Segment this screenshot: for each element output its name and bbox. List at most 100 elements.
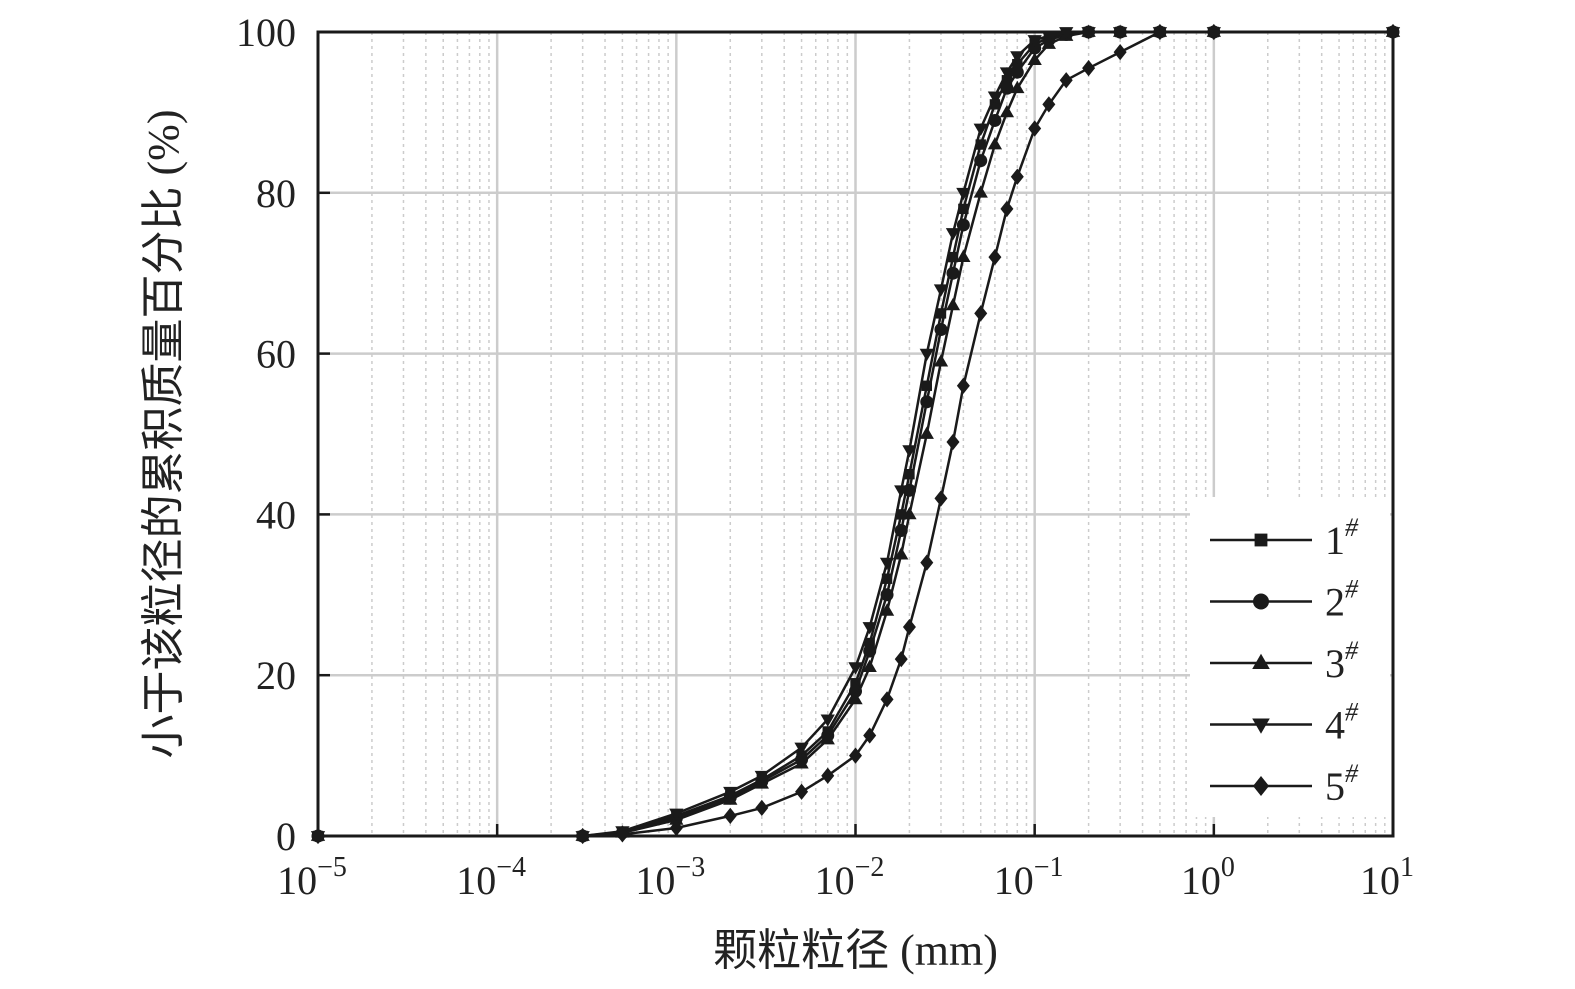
triangle-down-marker bbox=[1010, 51, 1025, 64]
triangle-up-marker bbox=[973, 185, 988, 198]
legend-item: 2# bbox=[1210, 575, 1359, 625]
x-axis-title: 颗粒粒径 (mm) bbox=[713, 926, 998, 975]
square-marker bbox=[850, 678, 861, 689]
legend: 1# 2# 3# 4# 5# bbox=[1190, 497, 1390, 817]
x-tick-label: 10−5 bbox=[277, 852, 347, 903]
axis-ticks: 0 20 40 60 80 100 10−5 10−4 10−3 10−2 10−1 100 101 bbox=[236, 10, 1414, 903]
triangle-up-marker bbox=[999, 104, 1015, 118]
triangle-up-marker bbox=[902, 506, 917, 520]
circle-marker bbox=[1253, 593, 1269, 610]
diamond-marker bbox=[723, 807, 737, 825]
square-marker bbox=[1254, 533, 1268, 547]
diamond-marker bbox=[849, 747, 862, 764]
x-tick-label: 100 bbox=[1181, 852, 1235, 903]
triangle-down-marker bbox=[973, 123, 988, 136]
diamond-marker bbox=[1042, 96, 1056, 113]
triangle-up-marker bbox=[987, 137, 1003, 150]
legend-label: 5# bbox=[1325, 759, 1359, 809]
legend-item: 3# bbox=[1210, 636, 1359, 686]
circle-marker bbox=[1000, 81, 1014, 95]
legend-item: 1# bbox=[1210, 513, 1359, 563]
diamond-marker bbox=[1000, 200, 1014, 218]
circle-marker bbox=[988, 113, 1002, 127]
triangle-up-marker bbox=[1027, 52, 1042, 66]
diamond-marker bbox=[894, 650, 908, 668]
diamond-marker bbox=[974, 305, 988, 322]
triangle-down-marker bbox=[1027, 35, 1042, 48]
diamond-marker bbox=[880, 691, 894, 708]
triangle-down-marker bbox=[902, 445, 917, 458]
triangle-up-marker bbox=[820, 732, 835, 745]
diamond-marker bbox=[1082, 60, 1096, 77]
square-marker bbox=[989, 99, 1001, 110]
diamond-marker bbox=[946, 433, 960, 451]
triangle-down-marker bbox=[987, 91, 1003, 104]
triangle-up-marker bbox=[1010, 80, 1025, 94]
circle-marker bbox=[974, 154, 988, 168]
triangle-down-marker bbox=[820, 714, 835, 727]
legend-background bbox=[1190, 497, 1390, 817]
circle-marker bbox=[956, 218, 970, 232]
diamond-marker bbox=[821, 767, 835, 784]
triangle-up-marker bbox=[956, 249, 971, 262]
circle-marker bbox=[1028, 41, 1042, 55]
square-marker bbox=[904, 469, 915, 480]
circle-marker bbox=[946, 266, 960, 280]
legend-item: 5# bbox=[1210, 759, 1359, 809]
triangle-down-marker bbox=[956, 187, 971, 201]
triangle-down-marker bbox=[848, 662, 863, 675]
square-marker bbox=[896, 509, 907, 520]
diamond-marker bbox=[1113, 43, 1127, 61]
triangle-up-marker bbox=[862, 659, 877, 673]
square-marker bbox=[864, 637, 875, 649]
square-marker bbox=[881, 573, 893, 584]
triangle-down-marker bbox=[945, 228, 961, 241]
diamond-marker bbox=[1028, 120, 1042, 137]
y-tick-label: 20 bbox=[256, 653, 296, 698]
diamond-marker bbox=[615, 826, 629, 843]
square-marker bbox=[947, 251, 959, 263]
triangle-up-marker bbox=[894, 547, 909, 560]
diamond-marker bbox=[934, 490, 948, 507]
square-marker bbox=[958, 203, 969, 215]
y-tick-label: 60 bbox=[256, 332, 296, 377]
triangle-down-marker bbox=[879, 557, 895, 571]
series-5 bbox=[311, 23, 1400, 845]
triangle-down-marker bbox=[723, 786, 738, 800]
diamond-marker bbox=[988, 248, 1002, 266]
triangle-down-marker bbox=[919, 348, 934, 362]
diamond-marker bbox=[920, 554, 934, 571]
square-marker bbox=[935, 308, 947, 319]
triangle-up-marker bbox=[919, 426, 934, 439]
diamond-marker bbox=[1253, 776, 1269, 796]
legend-label: 4# bbox=[1325, 698, 1359, 748]
diamond-marker bbox=[902, 618, 916, 636]
x-tick-label: 10−4 bbox=[456, 852, 526, 903]
circle-marker bbox=[1010, 65, 1024, 79]
triangle-up-marker bbox=[879, 603, 895, 616]
triangle-up-marker bbox=[933, 354, 949, 367]
triangle-down-marker bbox=[794, 742, 809, 756]
legend-label: 2# bbox=[1325, 575, 1359, 625]
legend-label: 3# bbox=[1325, 636, 1359, 686]
diamond-marker bbox=[956, 377, 970, 394]
x-tick-label: 10−2 bbox=[815, 852, 885, 903]
y-tick-label: 80 bbox=[256, 171, 296, 216]
y-tick-label: 0 bbox=[276, 814, 296, 859]
square-marker bbox=[921, 380, 932, 391]
triangle-up-marker bbox=[945, 297, 961, 311]
diamond-marker bbox=[1059, 72, 1073, 89]
circle-marker bbox=[920, 395, 934, 409]
diamond-marker bbox=[863, 727, 877, 744]
square-marker bbox=[1012, 58, 1023, 70]
legend-label: 1# bbox=[1325, 513, 1359, 563]
x-tick-label: 10−1 bbox=[994, 852, 1064, 903]
triangle-down-marker bbox=[999, 67, 1015, 80]
square-marker bbox=[1001, 75, 1013, 86]
x-tick-label: 101 bbox=[1360, 852, 1414, 903]
triangle-down-marker bbox=[754, 770, 769, 784]
triangle-up-marker bbox=[1252, 653, 1270, 669]
x-tick-label: 10−3 bbox=[635, 852, 705, 903]
triangle-down-marker bbox=[862, 622, 877, 635]
